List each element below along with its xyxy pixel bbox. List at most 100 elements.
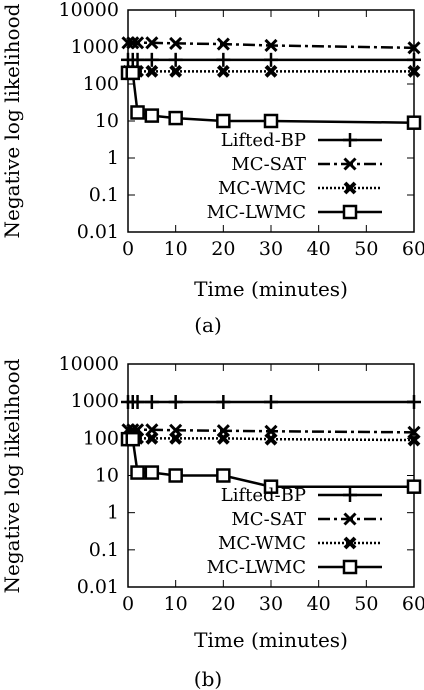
legend-swatch-marker bbox=[343, 512, 357, 526]
legend-label: MC-LWMC bbox=[207, 202, 306, 223]
data-point-mc-sat-b bbox=[145, 36, 159, 50]
x-tick-label: 20 bbox=[211, 238, 235, 260]
legend-swatch-marker bbox=[343, 536, 357, 550]
data-point-mc-lwmc bbox=[144, 465, 160, 480]
data-point-mc-lwmc bbox=[263, 113, 279, 129]
data-point-mc-wmc-b bbox=[216, 64, 230, 78]
y-tick-label: 0.01 bbox=[77, 221, 119, 243]
data-point-mc-lwmc bbox=[216, 468, 231, 483]
y-tick-label: 1000 bbox=[71, 390, 119, 412]
data-point-lifted-bp bbox=[407, 394, 421, 409]
data-point-mc-sat bbox=[130, 36, 145, 50]
data-point-mc-sat-b bbox=[264, 38, 278, 53]
y-axis-label: Negative log likelihood bbox=[0, 3, 24, 238]
data-point-mc-lwmc bbox=[144, 108, 160, 123]
x-tick-label: 10 bbox=[164, 238, 188, 260]
series-mc-lwmc bbox=[120, 65, 422, 130]
data-point-lifted-bp bbox=[130, 52, 145, 67]
series-lifted-bp bbox=[121, 52, 421, 67]
legend-label: Lifted-BP bbox=[221, 130, 306, 151]
data-point-mc-wmc bbox=[216, 431, 230, 445]
y-tick-label: 1 bbox=[107, 502, 119, 524]
legend-label: MC-WMC bbox=[218, 533, 306, 554]
y-tick-label: 100 bbox=[83, 73, 119, 95]
data-point-mc-wmc-b bbox=[264, 64, 278, 78]
x-tick-label: 50 bbox=[354, 593, 378, 615]
data-point-mc-lwmc bbox=[263, 479, 279, 494]
panel-caption: (a) bbox=[194, 313, 222, 337]
data-point-lifted-bp bbox=[216, 52, 231, 67]
legend-swatch-marker-b bbox=[343, 181, 357, 195]
x-tick-label: 30 bbox=[259, 593, 283, 615]
data-point-mc-wmc bbox=[169, 64, 183, 78]
x-tick-label: 60 bbox=[402, 593, 424, 615]
y-tick-label: 1 bbox=[107, 147, 119, 169]
data-point-mc-wmc bbox=[216, 64, 230, 78]
x-tick-label: 50 bbox=[354, 238, 378, 260]
data-point-mc-wmc bbox=[264, 64, 278, 78]
x-axis-label: Time (minutes) bbox=[194, 628, 348, 652]
series-mc-sat bbox=[121, 36, 421, 55]
data-point-lifted-bp bbox=[407, 52, 421, 67]
legend-label: MC-WMC bbox=[218, 178, 306, 199]
legend-swatch-marker bbox=[343, 488, 357, 502]
data-point-mc-wmc-b bbox=[407, 64, 421, 78]
x-tick-label: 40 bbox=[307, 593, 331, 615]
data-point-mc-sat bbox=[126, 36, 140, 50]
data-point-lifted-bp bbox=[264, 394, 278, 409]
legend-swatch-marker bbox=[342, 204, 358, 220]
panel-caption: (b) bbox=[194, 667, 222, 690]
series-mc-wmc bbox=[121, 431, 421, 447]
data-point-lifted-bp bbox=[168, 52, 183, 67]
data-point-lifted-bp bbox=[216, 394, 231, 409]
data-point-mc-wmc bbox=[407, 433, 421, 447]
data-point-mc-lwmc bbox=[168, 110, 183, 126]
data-point-mc-wmc-b bbox=[145, 431, 159, 445]
data-point-mc-lwmc bbox=[406, 479, 422, 494]
x-tick-label: 20 bbox=[211, 593, 235, 615]
legend-label: MC-LWMC bbox=[207, 557, 306, 578]
x-tick-label: 30 bbox=[259, 238, 283, 260]
data-point-mc-sat-b bbox=[407, 41, 421, 55]
y-axis-label: Negative log likelihood bbox=[0, 358, 24, 593]
chart-panel-2: 0.01 0.1 1 10 100 1000 10000 0 10 20 30 40 50 60 Time … bbox=[0, 353, 424, 690]
data-point-mc-sat-b bbox=[130, 36, 145, 50]
y-tick-label: 1000 bbox=[71, 36, 119, 58]
data-point-mc-wmc bbox=[264, 432, 278, 446]
x-tick-label: 0 bbox=[122, 593, 134, 615]
x-axis-label: Time (minutes) bbox=[194, 277, 348, 301]
data-point-mc-lwmc bbox=[125, 65, 141, 81]
y-tick-label: 0.1 bbox=[89, 539, 119, 561]
data-point-mc-wmc-b bbox=[145, 64, 159, 78]
data-point-mc-wmc-b bbox=[407, 433, 421, 447]
y-tick-label: 100 bbox=[83, 427, 119, 449]
y-tick-label: 0.1 bbox=[89, 184, 119, 206]
data-point-mc-wmc bbox=[407, 64, 421, 78]
data-point-lifted-bp bbox=[144, 52, 159, 67]
data-point-mc-sat bbox=[145, 36, 159, 50]
series-mc-wmc bbox=[121, 64, 421, 78]
series-mc-sat bbox=[121, 423, 421, 439]
data-point-mc-wmc-b bbox=[169, 431, 183, 445]
data-point-mc-sat bbox=[121, 36, 135, 50]
data-point-mc-sat bbox=[216, 37, 230, 51]
data-point-mc-wmc-b bbox=[216, 431, 230, 445]
data-point-mc-lwmc bbox=[168, 468, 183, 483]
legend-swatch-marker bbox=[343, 181, 357, 195]
data-point-mc-lwmc bbox=[125, 431, 141, 447]
y-tick-label: 10 bbox=[95, 465, 119, 487]
legend-label: Lifted-BP bbox=[221, 485, 306, 506]
legend-swatch-marker-b bbox=[343, 536, 357, 550]
legend: Lifted-BP MC-SAT MC-WMC MC-LWMC bbox=[207, 485, 382, 578]
legend-swatch-marker bbox=[342, 559, 358, 575]
legend-label: MC-SAT bbox=[231, 154, 306, 175]
x-tick-label: 40 bbox=[307, 238, 331, 260]
data-point-mc-wmc bbox=[145, 64, 159, 78]
legend-swatch-marker-b bbox=[343, 512, 357, 526]
data-point-mc-sat-b bbox=[121, 36, 135, 50]
y-tick-label: 10000 bbox=[59, 353, 119, 375]
data-point-lifted-bp bbox=[130, 394, 145, 409]
data-point-mc-lwmc bbox=[130, 105, 145, 120]
legend-swatch-marker-b bbox=[343, 157, 357, 171]
